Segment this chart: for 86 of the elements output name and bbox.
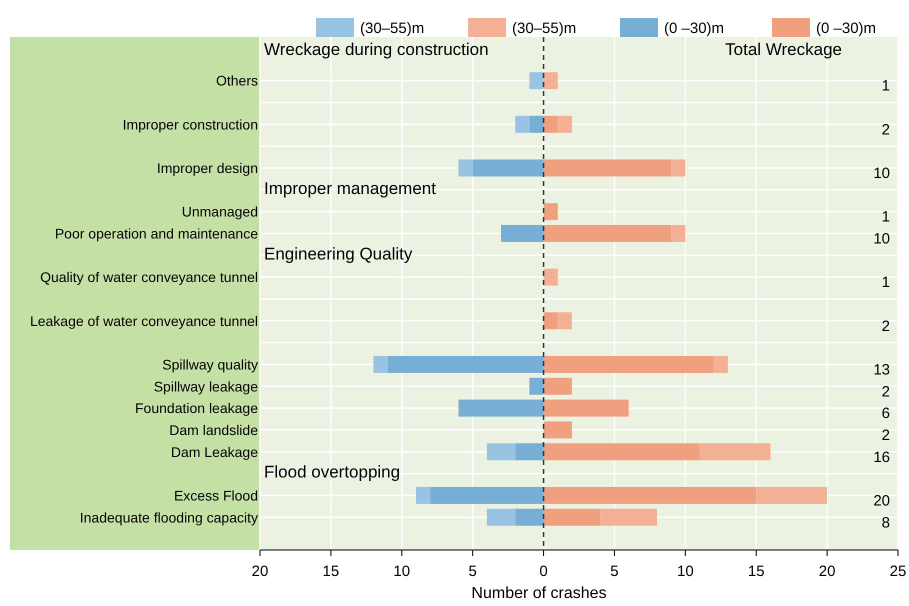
bar: [544, 72, 558, 90]
bar: [430, 486, 544, 504]
bar: [373, 356, 388, 373]
y-tick-label: Dam landslide: [169, 422, 258, 438]
x-tick-label: 15: [322, 563, 340, 580]
x-tick-label: 5: [468, 563, 477, 580]
text: Wreckage during construction: [264, 40, 489, 59]
annotation: 2: [882, 426, 890, 444]
bar: [529, 72, 544, 90]
bar: [544, 400, 629, 417]
annotation: 13: [873, 361, 890, 378]
bar: [756, 486, 828, 504]
bar: [515, 508, 544, 526]
x-tick-label: 20: [252, 563, 268, 580]
bar: [515, 116, 530, 133]
bar: [700, 443, 770, 460]
annotation: Improper management: [264, 178, 436, 198]
bar: [671, 159, 686, 176]
y-tick-label: Spillway leakage: [154, 378, 258, 394]
annotation: 1: [882, 78, 890, 95]
x-tick-label: 15: [748, 563, 765, 580]
bar: [544, 443, 700, 460]
annotation: Flood overtopping: [264, 462, 400, 482]
bar: [671, 224, 686, 242]
x-tick-label: 0: [539, 563, 548, 580]
bar: [544, 378, 572, 395]
y-tick-label: Others: [216, 72, 258, 89]
y-tick-label: Dam Leakage: [170, 444, 258, 460]
bar: [458, 159, 473, 176]
y-tick-label: Improper construction: [122, 116, 258, 132]
bar: [515, 443, 544, 460]
bar: [416, 486, 430, 504]
bar: [486, 508, 516, 526]
text: Total Wreckage: [725, 40, 842, 59]
annotation: 16: [873, 448, 890, 466]
y-tick-label: Leakage of water conveyance tunnel: [30, 312, 258, 329]
y-tick-label: Poor operation and maintenance: [54, 225, 258, 242]
annotation: 1: [882, 274, 890, 292]
bar: [529, 378, 544, 395]
bar: [486, 443, 516, 460]
bar: [544, 508, 600, 526]
bar: [600, 508, 657, 526]
x-tick-label: 10: [393, 563, 410, 580]
legend-label: (0 –30)m: [816, 20, 876, 37]
y-tick-label: Unmanaged: [182, 204, 258, 220]
x-tick-label: 5: [610, 563, 619, 580]
annotation: 2: [882, 318, 890, 335]
y-tick-label: Inadequate flooding capacity: [80, 509, 258, 526]
bar: [472, 159, 544, 176]
x-axis-title: Number of crashes: [471, 585, 607, 602]
bar: [558, 116, 572, 133]
annotation: 2: [882, 383, 890, 400]
annotation: 10: [873, 230, 890, 248]
annotation: 10: [873, 164, 890, 182]
annotation: Engineering Quality: [264, 244, 413, 264]
bar: [529, 116, 544, 133]
y-tick-label: Quality of water conveyance tunnel: [40, 269, 258, 286]
annotation: 20: [873, 492, 890, 510]
bar: [544, 268, 558, 286]
annotation: 6: [882, 405, 890, 422]
bar: [544, 486, 756, 504]
legend-label: (30–55)m: [512, 20, 576, 37]
bar: [544, 203, 558, 220]
legend-label: (30–55)m: [360, 20, 424, 37]
bar: [544, 159, 672, 176]
x-tick-label: 10: [676, 563, 694, 580]
bar: [544, 224, 672, 242]
annotation: 8: [882, 514, 890, 532]
x-tick-label: 20: [818, 563, 836, 580]
y-tick-label: Spillway quality: [162, 356, 258, 372]
bar: [544, 356, 714, 373]
y-tick-label: Excess Flood: [174, 487, 258, 504]
bar: [544, 312, 558, 330]
bar: [544, 116, 558, 133]
bar: [388, 356, 544, 373]
bar: [544, 421, 572, 438]
annotation: 2: [882, 121, 890, 138]
bar: [458, 400, 544, 417]
y-tick-label: Foundation leakage: [135, 400, 258, 416]
bar: [501, 224, 544, 242]
bar: [558, 312, 572, 330]
y-tick-label: Improper design: [156, 160, 258, 176]
bar: [714, 356, 728, 373]
x-tick-label: 25: [890, 563, 906, 580]
annotation: 1: [882, 208, 890, 226]
legend-label: (0 –30)m: [664, 20, 724, 37]
